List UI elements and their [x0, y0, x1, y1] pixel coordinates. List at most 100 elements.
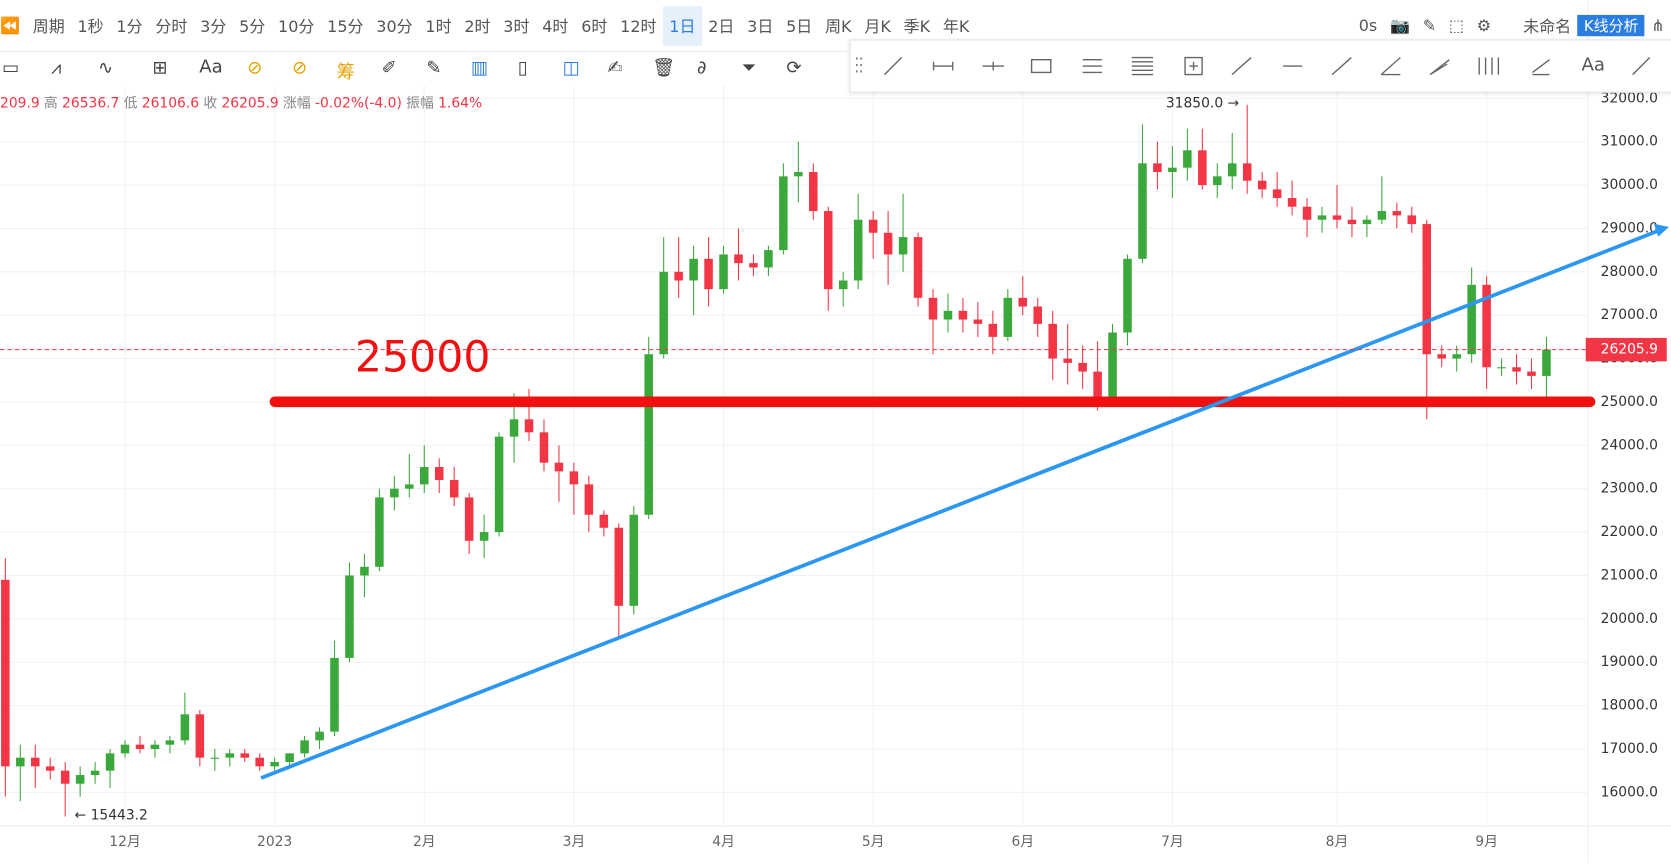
- candle-body: [1347, 219, 1357, 225]
- candle-body: [838, 280, 848, 290]
- candle-body: [1108, 332, 1117, 398]
- period-button[interactable]: 周K: [825, 16, 852, 36]
- last-price-tag: [1585, 337, 1667, 362]
- analysis-button[interactable]: K线分析: [1577, 14, 1645, 37]
- candle-body: [584, 484, 594, 515]
- period-button[interactable]: 1分: [116, 16, 143, 36]
- candle-body: [749, 263, 758, 268]
- period-button[interactable]: 3分: [200, 16, 227, 36]
- candle-body: [614, 527, 624, 606]
- y-tick-label: 29000.0: [1601, 220, 1658, 236]
- candle-body: [105, 753, 115, 771]
- info-item: 低: [123, 95, 138, 112]
- candle-body: [479, 532, 489, 541]
- candle-body: [1287, 198, 1297, 207]
- level-label: 25000: [355, 333, 491, 383]
- candle-body: [823, 211, 833, 290]
- candle-body: [434, 467, 444, 481]
- candle-body: [1003, 297, 1013, 337]
- candle-body: [1497, 367, 1506, 369]
- candle-body: [255, 757, 264, 767]
- candle-body: [644, 354, 653, 515]
- low-label: ← 15443.2: [75, 807, 148, 823]
- period-button[interactable]: 2时: [464, 16, 491, 36]
- info-item: 26106.6: [141, 95, 200, 112]
- candle-body: [659, 271, 668, 355]
- top-toolbar: ⏪ 周期 1秒 1分 分时 3分 5分 10分 15分 30分 1时 2时 3时 4时 6时 12时 1日 2…: [0, 0, 1671, 53]
- candle-body: [1033, 306, 1042, 324]
- draw-text-tool[interactable]: Aa: [1581, 54, 1605, 76]
- ohlc-info: 209.9 高 26536.7 低 26106.6 收 26205.9 涨幅 -0.02%(-4…: [0, 92, 486, 112]
- candle-body: [345, 575, 354, 658]
- period-button[interactable]: 1秒: [77, 16, 104, 36]
- y-tick-label: 21000.0: [1601, 567, 1658, 583]
- candle-body: [180, 714, 190, 741]
- period-menu[interactable]: 周期: [32, 16, 65, 36]
- candle-body: [285, 753, 294, 763]
- period-button[interactable]: 5分: [239, 16, 266, 36]
- chip-tool[interactable]: 筹: [336, 61, 355, 84]
- periods: 1秒 1分 分时 3分 5分 10分 15分 30分 1时 2时 3时 4时 6时 12时 1日 2日 3日 5日…: [71, 5, 976, 46]
- period-button[interactable]: 1时: [425, 16, 452, 36]
- candle-body: [524, 419, 534, 433]
- period-button[interactable]: 6时: [581, 16, 608, 36]
- period-button[interactable]: 3时: [503, 16, 530, 36]
- y-tick-label: 20000.0: [1601, 611, 1658, 627]
- period-button[interactable]: 10分: [278, 16, 315, 36]
- period-button[interactable]: 15分: [327, 16, 364, 36]
- x-tick-label: 6月: [1011, 834, 1034, 850]
- candle-body: [45, 766, 55, 771]
- period-button[interactable]: 3日: [747, 16, 774, 36]
- y-tick-label: 16000.0: [1601, 784, 1658, 800]
- candle-body: [928, 297, 938, 320]
- candle-body: [120, 744, 130, 754]
- candle-body: [405, 484, 414, 489]
- period-button[interactable]: 2日: [708, 16, 735, 36]
- candle-body: [1452, 354, 1461, 359]
- candle-body: [1362, 219, 1372, 225]
- layout-name[interactable]: 未命名: [1523, 16, 1572, 36]
- period-button[interactable]: 季K: [903, 16, 931, 36]
- candle-body: [90, 770, 100, 776]
- text-tool[interactable]: Aa: [199, 56, 223, 78]
- y-tick-label: 30000.0: [1601, 177, 1658, 193]
- x-tick-label: 2月: [413, 834, 436, 850]
- candle-body: [1272, 189, 1282, 199]
- candle-body: [1183, 150, 1192, 168]
- period-button[interactable]: 5日: [786, 16, 813, 36]
- period-button[interactable]: 4时: [542, 16, 569, 36]
- info-item: 振幅: [406, 95, 434, 112]
- candle-body: [1138, 163, 1147, 259]
- candle-body: [1198, 150, 1207, 186]
- x-tick-label: 5月: [862, 834, 885, 850]
- period-button[interactable]: 30分: [376, 16, 413, 36]
- candle-body: [1377, 211, 1387, 220]
- candle-body: [509, 419, 519, 437]
- y-tick-label: 28000.0: [1601, 264, 1658, 280]
- trend-line[interactable]: [260, 227, 1664, 780]
- candle-body: [360, 566, 369, 576]
- candle-body: [165, 740, 175, 745]
- candle-body: [1227, 163, 1237, 177]
- candle-body: [1093, 371, 1102, 398]
- y-tick-label: 18000.0: [1601, 698, 1658, 714]
- info-item: 209.9: [0, 95, 40, 112]
- info-item: 26205.9: [221, 95, 279, 112]
- candle-body: [1467, 284, 1476, 355]
- candle-body: [1, 579, 10, 767]
- candle-body: [554, 462, 564, 472]
- period-button[interactable]: 12时: [620, 16, 657, 36]
- candle-body: [270, 762, 279, 767]
- candle-body: [1332, 215, 1342, 220]
- y-tick-label: 19000.0: [1601, 654, 1658, 670]
- x-tick-label: 4月: [712, 834, 735, 850]
- period-button[interactable]: 年K: [942, 16, 970, 36]
- period-button[interactable]: 1日: [662, 5, 702, 46]
- candle-body: [1063, 358, 1072, 363]
- candle-body: [569, 471, 579, 485]
- y-tick-label: 24000.0: [1601, 437, 1658, 453]
- period-button[interactable]: 分时: [155, 16, 188, 36]
- candle-body: [539, 432, 549, 463]
- period-button[interactable]: 月K: [864, 16, 891, 36]
